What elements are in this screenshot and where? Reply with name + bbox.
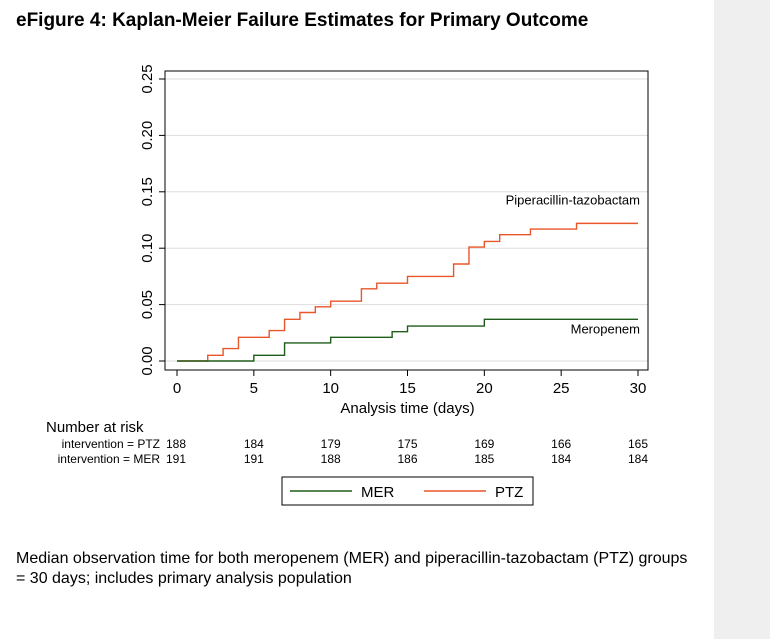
series-line-mer <box>177 318 638 362</box>
risk-value: 185 <box>474 452 494 466</box>
x-tick-label: 15 <box>399 380 416 397</box>
legend-label: PTZ <box>495 484 523 501</box>
risk-value: 191 <box>166 452 186 466</box>
risk-value: 184 <box>244 437 264 451</box>
y-tick-label: 0.00 <box>139 346 156 375</box>
footnote: Median observation time for both meropen… <box>16 550 688 587</box>
risk-value: 191 <box>244 452 264 466</box>
x-tick-label: 25 <box>553 380 570 397</box>
x-tick-label: 10 <box>322 380 339 397</box>
risk-value: 188 <box>321 452 341 466</box>
x-tick-label: 0 <box>173 380 181 397</box>
risk-table-heading: Number at risk <box>46 419 144 436</box>
y-axis: 0.00 0.05 0.10 0.15 0.20 0.25 <box>139 64 165 376</box>
series-group <box>177 222 638 362</box>
x-tick-label: 20 <box>476 380 493 397</box>
risk-value: 184 <box>551 452 571 466</box>
risk-value: 166 <box>551 437 571 451</box>
annotation-group: Piperacillin-tazobactam Meropenem <box>506 193 640 337</box>
risk-row-label: intervention = MER <box>58 452 161 466</box>
legend: MER PTZ <box>281 476 534 506</box>
series-line-ptz <box>177 222 638 362</box>
series-annotation: Meropenem <box>571 321 640 336</box>
series-annotation: Piperacillin-tazobactam <box>506 193 640 208</box>
figure-title: eFigure 4: Kaplan-Meier Failure Estimate… <box>16 10 589 31</box>
risk-value: 186 <box>397 452 417 466</box>
y-tick-label: 0.05 <box>139 290 156 319</box>
risk-value: 169 <box>474 437 494 451</box>
risk-value: 188 <box>166 437 186 451</box>
risk-value: 184 <box>628 452 648 466</box>
risk-value: 165 <box>628 437 648 451</box>
legend-label: MER <box>361 484 395 501</box>
km-chart: 0.00 0.05 0.10 0.15 0.20 0.25 0 5 10 15 20 25 30 Pi… <box>46 64 649 506</box>
risk-value: 179 <box>321 437 341 451</box>
side-panel <box>714 0 770 639</box>
y-tick-label: 0.10 <box>139 234 156 263</box>
x-tick-label: 5 <box>250 380 258 397</box>
plot-frame <box>164 70 649 371</box>
risk-row-label: intervention = PTZ <box>62 437 160 451</box>
grid-group <box>165 78 648 362</box>
y-tick-label: 0.25 <box>139 64 156 93</box>
x-axis: 0 5 10 15 20 25 30 <box>173 370 647 397</box>
y-tick-label: 0.20 <box>139 121 156 150</box>
risk-value: 175 <box>397 437 417 451</box>
x-axis-label: Analysis time (days) <box>340 400 474 417</box>
x-tick-label: 30 <box>630 380 647 397</box>
y-tick-label: 0.15 <box>139 177 156 206</box>
